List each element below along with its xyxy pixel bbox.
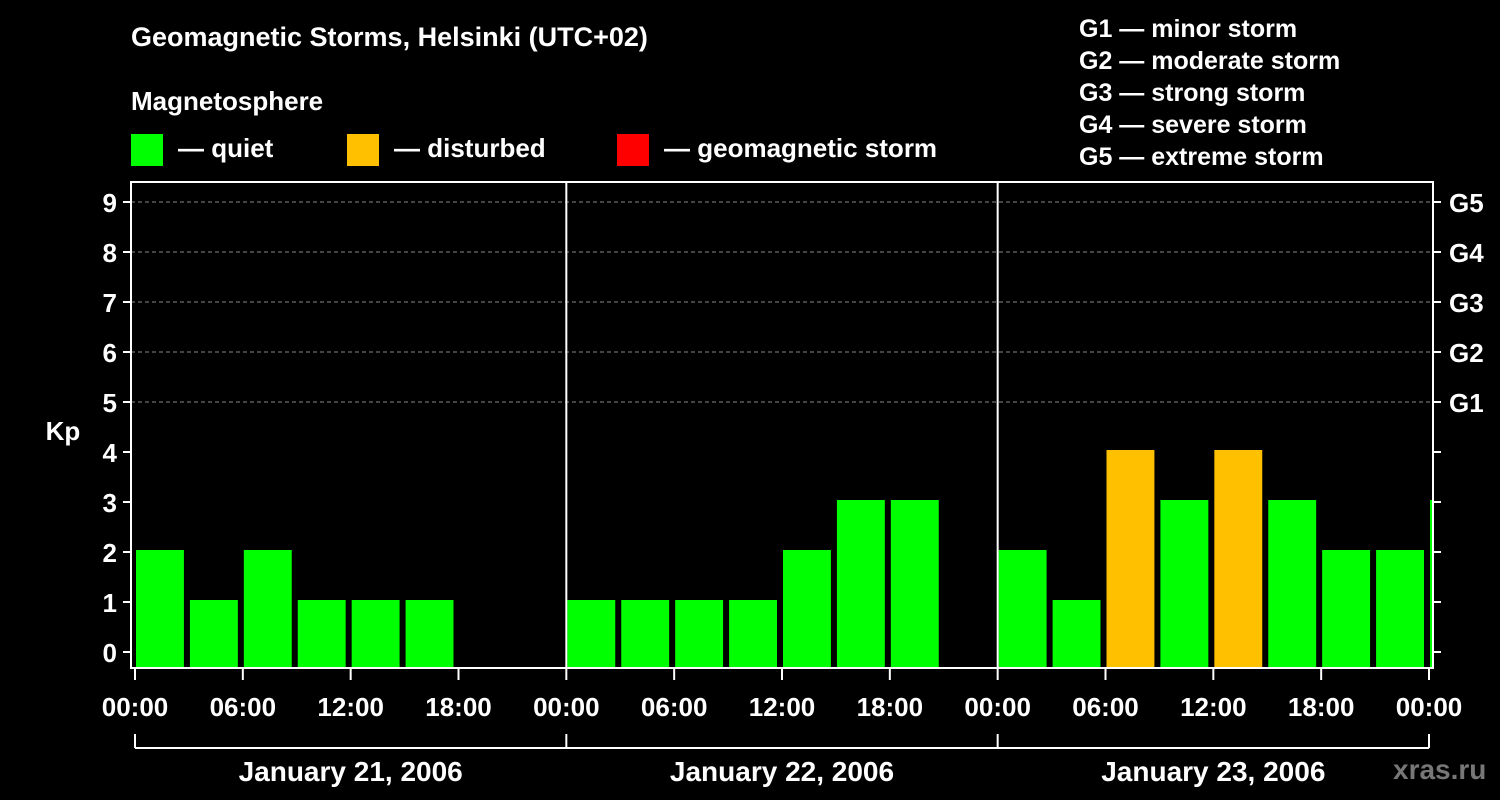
legend-disturbed-label: — disturbed: [394, 133, 546, 163]
kp-bar-6: [567, 600, 616, 668]
kp-bar-18: [1268, 500, 1317, 668]
kp-bar-2: [243, 550, 292, 668]
y-tick-label-5: 5: [103, 388, 117, 418]
x-tick-label-6: 12:00: [749, 692, 816, 722]
right-label-g4: G4: [1449, 238, 1484, 268]
day-label-2: January 23, 2006: [1101, 756, 1325, 787]
storm-scale-g2: G2 — moderate storm: [1079, 47, 1341, 75]
kp-bar-20: [1376, 550, 1424, 668]
chart-title: Geomagnetic Storms, Helsinki (UTC+02): [131, 22, 648, 52]
x-tick-label-2: 12:00: [317, 692, 384, 722]
x-tick-label-7: 18:00: [857, 692, 924, 722]
x-tick-label-3: 18:00: [425, 692, 492, 722]
kp-bar-14: [1052, 600, 1101, 668]
kp-bar-4: [351, 600, 400, 668]
legend-quiet-swatch: [131, 134, 163, 166]
x-tick-label-9: 06:00: [1072, 692, 1139, 722]
kp-bar-12: [890, 500, 939, 668]
watermark: xras.ru: [1393, 754, 1487, 785]
kp-bar-9: [729, 600, 777, 668]
y-tick-label-8: 8: [103, 238, 117, 268]
storm-scale-g3: G3 — strong storm: [1079, 79, 1306, 107]
x-tick-label-5: 06:00: [641, 692, 708, 722]
kp-bar-10: [783, 550, 831, 668]
kp-bar-1: [189, 600, 238, 668]
y-axis-label: Kp: [46, 416, 81, 446]
right-label-g2: G2: [1449, 338, 1484, 368]
kp-bar-3: [297, 600, 346, 668]
kp-bar-11: [836, 500, 885, 668]
y-tick-label-3: 3: [103, 488, 117, 518]
y-tick-label-7: 7: [103, 288, 117, 318]
y-tick-label-1: 1: [103, 588, 117, 618]
day-label-0: January 21, 2006: [239, 756, 463, 787]
x-tick-label-4: 00:00: [533, 692, 600, 722]
magnetosphere-heading: Magnetosphere: [131, 86, 324, 116]
y-tick-label-9: 9: [103, 188, 117, 218]
kp-bar-17: [1214, 450, 1263, 668]
y-tick-label-6: 6: [103, 338, 117, 368]
right-label-g1: G1: [1449, 388, 1484, 418]
kp-bar-8: [675, 600, 724, 668]
kp-bar-21: [1430, 500, 1433, 668]
storm-scale-g1: G1 — minor storm: [1079, 15, 1298, 43]
x-tick-label-12: 00:00: [1396, 692, 1463, 722]
right-label-g5: G5: [1449, 188, 1484, 218]
bars-group: [136, 450, 1433, 668]
y-tick-label-4: 4: [103, 438, 118, 468]
right-label-g3: G3: [1449, 288, 1484, 318]
kp-bar-19: [1322, 550, 1371, 668]
storm-scale-g5: G5 — extreme storm: [1079, 143, 1324, 171]
legend-storm-label: — geomagnetic storm: [664, 133, 938, 163]
y-tick-label-0: 0: [103, 638, 117, 668]
kp-bar-13: [998, 550, 1047, 668]
x-tick-label-8: 00:00: [964, 692, 1031, 722]
x-tick-label-1: 06:00: [210, 692, 277, 722]
x-tick-label-11: 18:00: [1288, 692, 1355, 722]
x-tick-label-10: 12:00: [1180, 692, 1247, 722]
x-tick-label-0: 00:00: [102, 692, 169, 722]
kp-bar-7: [621, 600, 670, 668]
kp-bar-5: [405, 600, 454, 668]
kp-bar-15: [1106, 450, 1155, 668]
kp-bar-16: [1160, 500, 1209, 668]
day-label-1: January 22, 2006: [670, 756, 894, 787]
legend-storm-swatch: [617, 134, 649, 166]
legend-disturbed-swatch: [347, 134, 379, 166]
storm-scale-g4: G4 — severe storm: [1079, 111, 1307, 139]
legend-quiet-label: — quiet: [178, 133, 274, 163]
kp-bar-0: [136, 550, 184, 668]
y-tick-label-2: 2: [103, 538, 117, 568]
